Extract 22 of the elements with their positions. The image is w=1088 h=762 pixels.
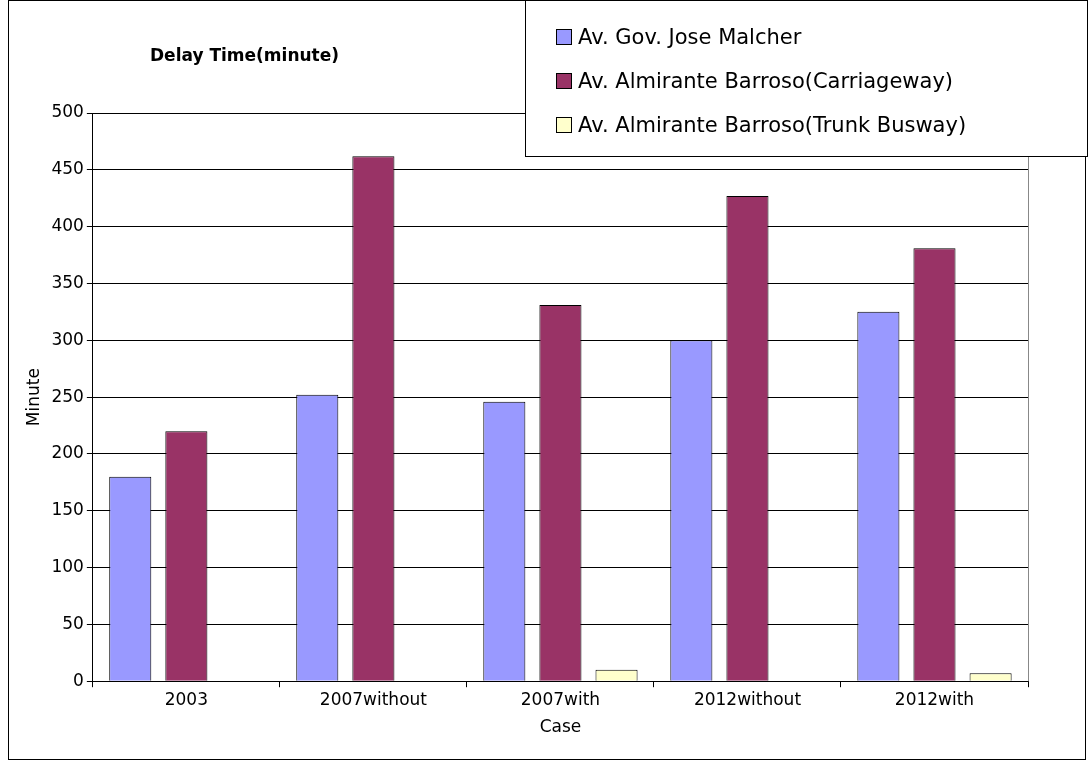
x-tick-label: 2012without (693, 688, 802, 709)
y-axis-title: Minute (22, 368, 43, 427)
x-tick-label: 2012with (894, 688, 975, 709)
y-tick-label: 200 (51, 442, 84, 463)
y-tick-label: 300 (51, 328, 84, 349)
x-tick-label: 2007with (520, 688, 601, 709)
y-tick-label: 0 (73, 669, 84, 690)
y-tick-label: 150 (51, 499, 84, 520)
x-tick-label: 2007without (319, 688, 428, 709)
y-tick-label: 350 (51, 271, 84, 292)
x-axis-title: Case (539, 716, 582, 737)
y-tick-label: 100 (51, 555, 84, 576)
y-tick-label: 250 (51, 385, 84, 406)
legend-label: Av. Almirante Barroso(Trunk Busway) (578, 113, 967, 137)
y-tick-label: 50 (62, 612, 84, 633)
legend-label: Av. Gov. Jose Malcher (578, 25, 802, 49)
y-tick-label: 450 (51, 158, 84, 179)
y-tick-label: 500 (51, 101, 84, 122)
chart-title: Delay Time(minute) (150, 45, 340, 65)
y-tick-label: 400 (51, 215, 84, 236)
x-tick-label: 2003 (164, 688, 208, 709)
legend-label: Av. Almirante Barroso(Carriageway) (578, 69, 954, 93)
